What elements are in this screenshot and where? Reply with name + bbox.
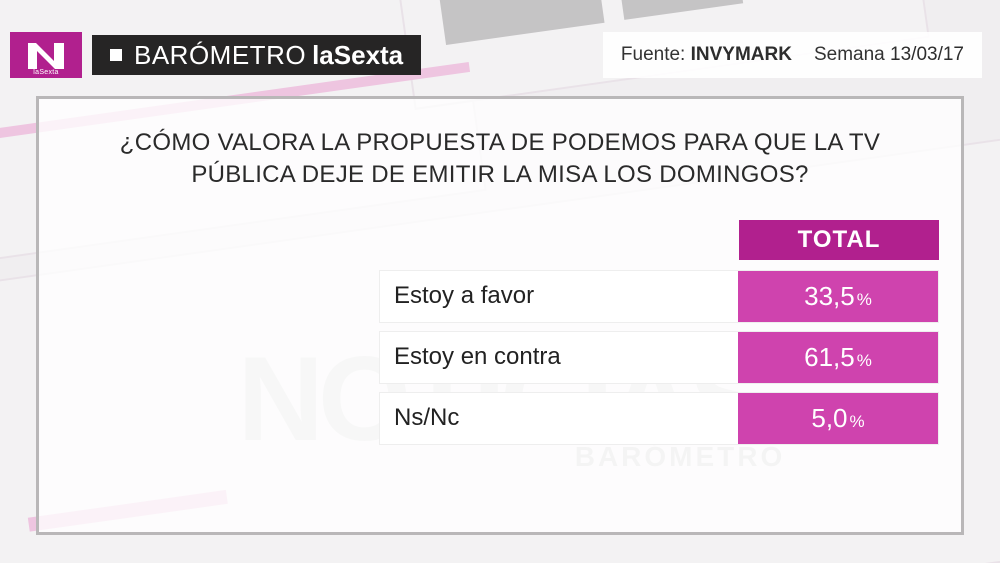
title-bullet-icon xyxy=(110,49,122,61)
poll-question: ¿CÓMO VALORA LA PROPUESTA DE PODEMOS PAR… xyxy=(110,127,890,192)
source-value: INVYMARK xyxy=(691,44,792,65)
row-value: 33,5% xyxy=(738,271,938,322)
title-bold: laSexta xyxy=(312,40,403,71)
source-label: Fuente: xyxy=(621,44,685,65)
logo-subtext: laSexta xyxy=(10,69,82,76)
top-bar: laSexta BARÓMETRO laSexta Fuente: INVYMA… xyxy=(0,32,1000,78)
table-header-total: TOTAL xyxy=(739,220,939,260)
row-label: Estoy a favor xyxy=(380,272,738,320)
title-chip: BARÓMETRO laSexta xyxy=(92,35,421,75)
week-value: 13/03/17 xyxy=(890,44,964,65)
row-label: Ns/Nc xyxy=(380,394,738,442)
table-row: Ns/Nc 5,0% xyxy=(379,392,939,445)
week-label: Semana xyxy=(814,44,885,65)
table-row: Estoy a favor 33,5% xyxy=(379,270,939,323)
poll-table: TOTAL Estoy a favor 33,5% Estoy en contr… xyxy=(379,220,939,445)
channel-logo: laSexta xyxy=(10,32,82,78)
row-value-number: 33,5 xyxy=(804,281,855,311)
logo-n-icon xyxy=(24,37,68,73)
percent-suffix: % xyxy=(850,412,865,431)
table-header-spacer xyxy=(379,220,739,260)
row-value: 61,5% xyxy=(738,332,938,383)
table-header: TOTAL xyxy=(379,220,939,260)
row-label: Estoy en contra xyxy=(380,333,738,381)
meta-panel: Fuente: INVYMARK Semana 13/03/17 xyxy=(603,32,982,78)
row-value-number: 61,5 xyxy=(804,342,855,372)
percent-suffix: % xyxy=(857,351,872,370)
row-value: 5,0% xyxy=(738,393,938,444)
row-value-number: 5,0 xyxy=(811,403,847,433)
table-row: Estoy en contra 61,5% xyxy=(379,331,939,384)
title-plain: BARÓMETRO xyxy=(134,40,306,71)
percent-suffix: % xyxy=(857,290,872,309)
poll-card: ¿CÓMO VALORA LA PROPUESTA DE PODEMOS PAR… xyxy=(36,96,964,535)
